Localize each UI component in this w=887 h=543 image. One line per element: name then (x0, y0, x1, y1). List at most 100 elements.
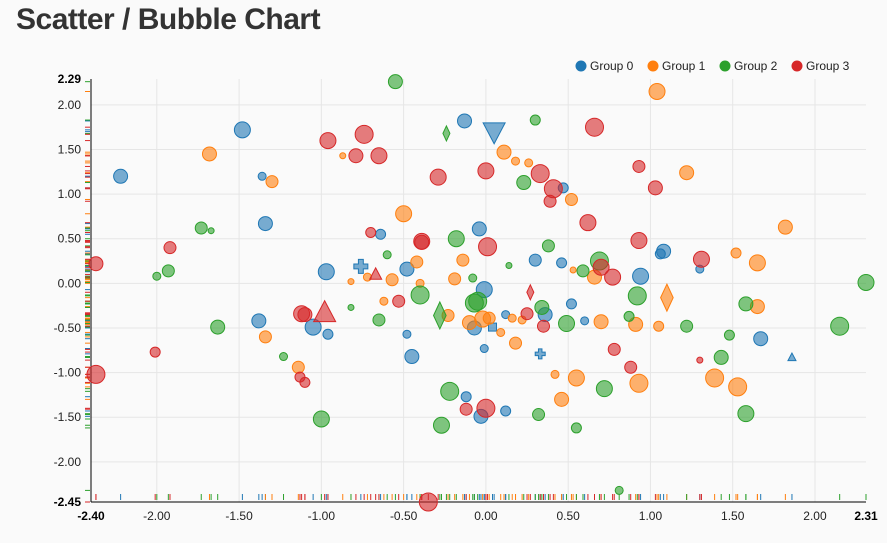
data-point (194, 221, 208, 235)
data-point (505, 262, 513, 270)
data-point (258, 330, 272, 344)
data-point (624, 360, 638, 374)
y-tick-label: -1.00 (54, 366, 82, 380)
data-point (705, 368, 725, 388)
data-point (528, 253, 542, 267)
data-point (354, 124, 374, 144)
data-point (149, 346, 161, 358)
data-point (379, 296, 389, 306)
data-point (375, 228, 387, 240)
data-point (857, 273, 875, 291)
data-point (614, 485, 624, 495)
data-point (496, 327, 506, 337)
data-point (482, 122, 506, 145)
x-tick-label: -2.40 (77, 509, 105, 523)
data-point (210, 319, 226, 335)
data-point (496, 144, 512, 160)
data-point (534, 348, 546, 360)
data-point (627, 286, 647, 306)
x-tick-label: 0.50 (556, 509, 580, 523)
data-point (592, 258, 610, 276)
data-point (500, 405, 512, 417)
y-tick-label: -2.00 (54, 455, 82, 469)
data-point (432, 416, 450, 434)
data-point (579, 214, 597, 232)
data-point (554, 391, 570, 407)
data-point (88, 256, 104, 272)
data-point (399, 261, 415, 277)
data-point (696, 356, 704, 364)
data-point (312, 410, 330, 428)
data-point (509, 336, 523, 350)
data-point (585, 117, 605, 137)
data-point (580, 316, 590, 326)
data-point (477, 162, 495, 180)
data-point (365, 226, 377, 238)
data-point (291, 360, 305, 374)
data-point (604, 268, 622, 286)
series-group-3 (86, 117, 710, 512)
data-point (163, 241, 177, 255)
data-point (532, 408, 546, 422)
data-point (370, 147, 388, 165)
data-point (418, 492, 438, 512)
data-point (257, 171, 267, 181)
data-point (728, 377, 748, 397)
axes: -2.40 -2.00 -1.50 -1.00 -0.50 0.00 0.50 1.00 1.5… (54, 72, 878, 523)
data-point (395, 205, 413, 223)
legend-swatch (719, 60, 731, 72)
x-tick-label: 1.50 (721, 509, 745, 523)
data-point (471, 221, 487, 237)
y-tick-label: 0.50 (58, 232, 82, 246)
data-points (86, 74, 875, 512)
y-tick-label: 2.00 (58, 98, 82, 112)
data-point (322, 328, 334, 340)
data-point (520, 307, 534, 321)
data-point (543, 194, 557, 208)
data-point (558, 315, 576, 333)
data-point (460, 391, 472, 403)
legend-label: Group 3 (806, 59, 850, 73)
data-point (556, 257, 568, 269)
data-point (647, 180, 663, 196)
legend-swatch (791, 60, 803, 72)
data-point (372, 313, 386, 327)
y-tick-label: 1.00 (58, 187, 82, 201)
data-point (648, 82, 666, 100)
data-point (516, 175, 532, 191)
data-point (429, 168, 447, 186)
y-tick-label: 2.29 (58, 72, 82, 86)
data-point (543, 179, 563, 199)
data-point (476, 398, 496, 418)
data-point (534, 299, 550, 315)
data-point (730, 247, 742, 259)
data-point (392, 294, 406, 308)
data-point (201, 146, 217, 162)
data-point (507, 313, 517, 323)
data-point (524, 158, 534, 168)
rug-marks (85, 81, 867, 503)
data-point (738, 296, 754, 312)
data-point (113, 168, 129, 184)
legend-label: Group 0 (590, 59, 634, 73)
data-point (447, 230, 465, 248)
data-point (530, 164, 550, 184)
data-point (653, 320, 665, 332)
data-point (541, 239, 555, 253)
series-group-1 (201, 82, 793, 407)
data-point (629, 373, 649, 393)
data-point (576, 264, 590, 278)
data-point (660, 282, 674, 313)
x-tick-label: -1.50 (225, 509, 253, 523)
legend-label: Group 2 (734, 59, 778, 73)
x-tick-label: 0.00 (474, 509, 498, 523)
data-point (723, 329, 735, 341)
chart-title: Scatter / Bubble Chart (16, 3, 321, 36)
data-point (632, 159, 646, 173)
data-point (457, 113, 473, 129)
data-point (529, 114, 541, 126)
data-point (432, 300, 447, 331)
data-point (692, 250, 710, 268)
x-tick-label: -0.50 (390, 509, 418, 523)
data-point (339, 152, 347, 160)
